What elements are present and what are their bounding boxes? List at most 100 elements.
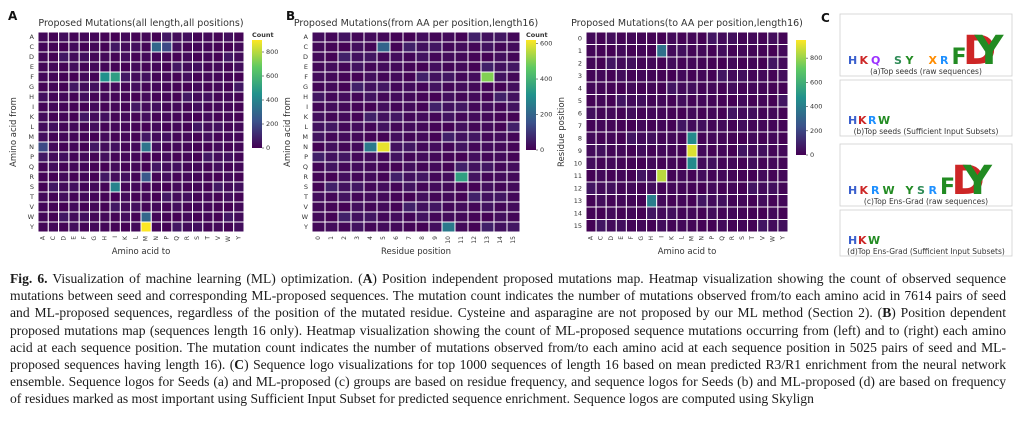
heatmap-cell: [119, 151, 132, 163]
heatmap-cell: [68, 171, 80, 183]
heatmap-cell: [119, 71, 132, 83]
heatmap-cell: [454, 51, 469, 63]
heatmap-cell: [480, 171, 495, 183]
heatmap-cell: [222, 171, 235, 183]
heatmap-cell: [493, 221, 508, 233]
y-tick-label: Y: [29, 223, 34, 231]
heatmap-cell: [99, 71, 111, 83]
logo-letter: W: [883, 184, 895, 197]
heatmap-cell: [99, 101, 111, 113]
sequence-logo: H K W(d)Top Ens-Grad (Sufficient Input Sub…: [839, 209, 1013, 257]
heatmap-cell: [324, 141, 339, 153]
heatmap-cell: [68, 181, 80, 193]
heatmap-cell: [78, 101, 90, 113]
heatmap-cell: [68, 201, 80, 213]
heatmap-cell: [777, 144, 789, 158]
heatmap-cell: [676, 31, 688, 45]
heatmap-cell: [202, 121, 214, 133]
heatmap-cell: [119, 51, 132, 63]
heatmap-cell: [68, 211, 80, 223]
heatmap-cell: [747, 156, 759, 170]
heatmap-cell: [140, 191, 152, 203]
heatmap-cell: [150, 61, 163, 73]
heatmap-cell: [109, 81, 121, 93]
heatmap-cell: [363, 71, 378, 83]
heatmap-cell: [454, 61, 469, 73]
heatmap-cell: [615, 219, 627, 233]
y-tick-label: 2: [578, 59, 582, 67]
heatmap-cell: [181, 51, 193, 63]
heatmap-cell: [441, 161, 456, 173]
heatmap-cell: [716, 81, 728, 95]
heatmap-cell: [233, 61, 245, 73]
heatmap-cell: [68, 131, 80, 143]
heatmap-cell: [646, 131, 658, 145]
heatmap-cell: [150, 111, 163, 123]
heatmap-cell: [363, 121, 378, 133]
logo-letter: D: [963, 28, 996, 74]
heatmap-cell: [480, 71, 495, 83]
heatmap-cell: [441, 221, 456, 233]
heatmap-cell: [89, 51, 101, 63]
heatmap-cell: [337, 171, 352, 183]
heatmap-cell: [150, 101, 163, 113]
heatmap-cell: [192, 41, 204, 53]
heatmap-cell: [161, 81, 173, 93]
heatmap-cell: [625, 81, 638, 95]
heatmap-cell: [441, 31, 456, 43]
heatmap-cell: [37, 221, 49, 233]
heatmap-cell: [757, 69, 769, 83]
x-tick-label: Q: [174, 236, 181, 241]
heatmap-cell: [686, 56, 698, 70]
heatmap-cell: [686, 181, 698, 195]
x-tick-label: H: [101, 236, 108, 241]
heatmap-cell: [222, 41, 235, 53]
heatmap-cell: [324, 161, 339, 173]
colorbar-tick-label: 600: [540, 40, 552, 48]
heatmap-cell: [99, 131, 111, 143]
heatmap-cell: [37, 151, 49, 163]
y-tick-label: Q: [29, 163, 34, 171]
heatmap-cell: [58, 111, 70, 123]
heatmap-cell: [130, 151, 142, 163]
heatmap-cell: [595, 181, 607, 195]
heatmap-cell: [192, 221, 204, 233]
x-tick-label: 0: [315, 236, 322, 240]
heatmap-cell: [441, 151, 456, 163]
heatmap-cell: [181, 71, 193, 83]
heatmap-cell: [47, 101, 60, 113]
heatmap-cell: [605, 31, 617, 45]
heatmap-cell: [646, 144, 658, 158]
heatmap-cell: [615, 94, 627, 108]
heatmap-cell: [615, 194, 627, 208]
heatmap-cell: [595, 56, 607, 70]
panel-letter: B: [286, 9, 295, 23]
heatmap-cell: [140, 151, 152, 163]
heatmap-cell: [467, 71, 482, 83]
heatmap-cell: [130, 121, 142, 133]
x-tick-label: E: [618, 236, 625, 240]
heatmap-cell: [192, 191, 204, 203]
heatmap-cell: [585, 44, 597, 58]
heatmap-cell: [376, 171, 391, 183]
heatmap-cell: [737, 169, 749, 183]
heatmap-cell: [212, 221, 224, 233]
heatmap-cell: [161, 31, 173, 43]
heatmap-cell: [376, 131, 391, 143]
heatmap-cell: [311, 191, 326, 203]
heatmap-cell: [363, 201, 378, 213]
heatmap-cell: [767, 206, 779, 220]
heatmap-cell: [47, 41, 60, 53]
heatmap-cell: [615, 106, 627, 120]
heatmap-cell: [222, 151, 235, 163]
heatmap-cell: [37, 91, 49, 103]
heatmap-cell: [686, 194, 698, 208]
x-tick-label: A: [40, 235, 47, 240]
heatmap-cell: [454, 151, 469, 163]
heatmap-cell: [428, 131, 443, 143]
x-tick-label: L: [132, 235, 139, 239]
heatmap-cell: [441, 101, 456, 113]
heatmap-cell: [212, 191, 224, 203]
heatmap-cell: [402, 111, 417, 123]
heatmap-cell: [109, 31, 121, 43]
